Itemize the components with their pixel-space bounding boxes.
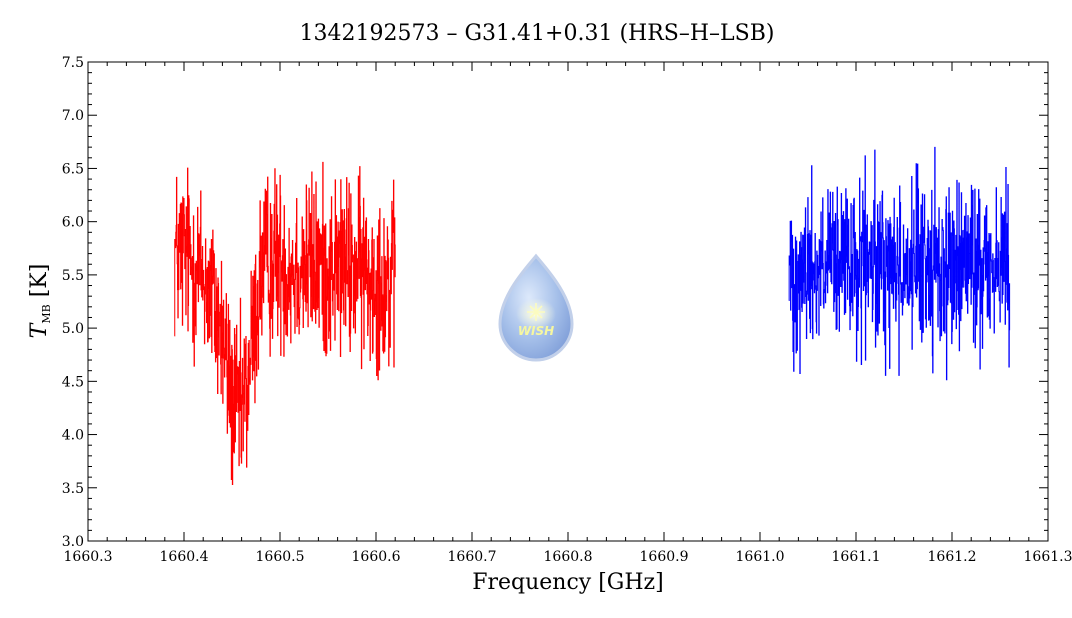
series-line — [174, 161, 396, 485]
y-tick-label: 7.5 — [62, 55, 84, 71]
y-ticks: 3.0 3.5 4.0 4.5 5.0 5.5 6.0 6.5 7.0 7.5 — [62, 55, 1048, 550]
y-axis-title: TMB [K] — [27, 264, 53, 339]
x-tick-label: 1660.5 — [256, 549, 305, 565]
x-tick-label: 1660.3 — [64, 549, 113, 565]
x-tick-label: 1661.3 — [1024, 549, 1072, 565]
series-layer — [174, 146, 1011, 485]
y-tick-label: 7.0 — [62, 108, 84, 124]
y-axis-title-unit: [K] — [27, 264, 52, 305]
x-tick-label: 1660.6 — [352, 549, 401, 565]
y-tick-label: 3.0 — [62, 534, 84, 550]
star-icon — [527, 303, 545, 321]
y-tick-label: 4.0 — [62, 428, 84, 444]
y-axis-title-sub: MB — [40, 304, 53, 323]
y-tick-label: 5.0 — [62, 321, 84, 337]
logo-text: WISH — [518, 324, 554, 338]
y-tick-label: 6.5 — [62, 161, 84, 177]
y-tick-label: 5.5 — [62, 268, 84, 284]
x-axis-title: Frequency [GHz] — [472, 570, 664, 595]
y-tick-label: 3.5 — [62, 481, 84, 497]
x-tick-label: 1660.9 — [640, 549, 689, 565]
y-axis-title-main: T — [27, 321, 52, 338]
chart-title: 1342192573 – G31.41+0.31 (HRS–H–LSB) — [300, 21, 775, 46]
wish-logo: WISH — [498, 253, 574, 362]
y-tick-label: 4.5 — [62, 374, 84, 390]
x-tick-label: 1661.0 — [736, 549, 785, 565]
x-tick-label: 1661.1 — [832, 549, 881, 565]
y-tick-label: 6.0 — [62, 215, 84, 231]
x-ticks: 1660.3 1660.4 1660.5 1660.6 1660.7 1660.8 1660… — [64, 62, 1072, 565]
x-tick-label: 1660.8 — [544, 549, 593, 565]
x-tick-label: 1660.7 — [448, 549, 497, 565]
x-tick-label: 1661.2 — [928, 549, 977, 565]
x-tick-label: 1660.4 — [160, 549, 209, 565]
series-line — [788, 146, 1011, 381]
